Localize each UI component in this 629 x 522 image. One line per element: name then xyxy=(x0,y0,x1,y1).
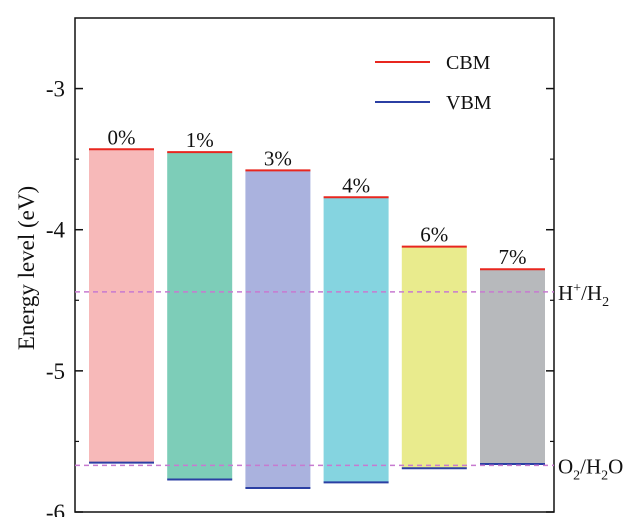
bar-label-4pct: 4% xyxy=(342,173,370,197)
bar-1pct xyxy=(167,152,233,480)
bar-label-0pct: 0% xyxy=(108,125,136,149)
reference-line-label-1: O2/H2O xyxy=(558,454,623,483)
bar-label-3pct: 3% xyxy=(264,146,292,170)
reference-lines-layer: H+/H2 O2/H2O xyxy=(75,281,623,483)
bar-label-7pct: 7% xyxy=(499,245,527,269)
bar-0pct xyxy=(89,149,154,463)
y-tick-label: -6 xyxy=(46,500,65,517)
y-axis-label: Energy level (eV) xyxy=(14,186,39,350)
bar-label-6pct: 6% xyxy=(420,223,448,247)
bar-7pct xyxy=(480,269,545,465)
bars-layer: 0% 1% 3% 4% 6% 7% xyxy=(89,125,545,490)
bar-3pct xyxy=(245,170,311,489)
bar-4pct xyxy=(323,197,389,483)
reference-line-label-0: H+/H2 xyxy=(558,281,609,310)
plot-frame xyxy=(74,17,555,513)
y-tick-label: -3 xyxy=(46,77,65,102)
y-tick-label: -4 xyxy=(46,218,66,243)
legend-label-cbm: CBM xyxy=(446,52,491,74)
bar-6pct xyxy=(401,246,467,469)
legend: CBM VBM xyxy=(375,52,492,114)
legend-label-vbm: VBM xyxy=(446,92,492,114)
y-tick-label: -5 xyxy=(46,359,65,384)
bar-label-1pct: 1% xyxy=(186,128,214,152)
